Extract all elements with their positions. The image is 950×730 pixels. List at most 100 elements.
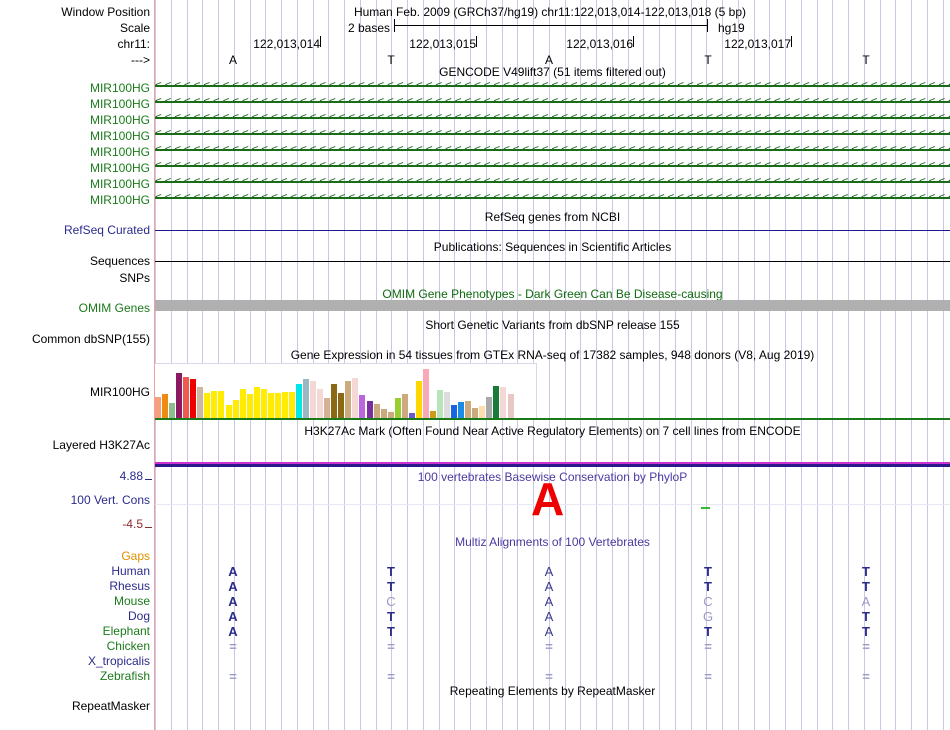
gtex-tissue-bar[interactable] bbox=[394, 398, 401, 420]
gencode-transcript-row[interactable]: <<<<<<<<<<<<<<<<<<<<<<<<<<<<<<<<<<<<<<<<… bbox=[155, 143, 950, 156]
gtex-tissue-bar[interactable] bbox=[345, 381, 352, 420]
omim-gene-band[interactable] bbox=[155, 300, 950, 311]
grid-line bbox=[628, 0, 629, 730]
gtex-tissue-bar[interactable] bbox=[465, 401, 472, 420]
multiz-species-label[interactable]: X_tropicalis bbox=[87, 654, 150, 668]
gencode-transcript-row[interactable]: <<<<<<<<<<<<<<<<<<<<<<<<<<<<<<<<<<<<<<<<… bbox=[155, 191, 950, 204]
gtex-tissue-bar[interactable] bbox=[296, 384, 302, 420]
gtex-tissue-bar[interactable] bbox=[451, 405, 458, 420]
multiz-species-label[interactable]: Rhesus bbox=[109, 579, 150, 593]
multiz-species-label[interactable]: Human bbox=[111, 564, 150, 578]
gtex-tissue-bar[interactable] bbox=[387, 412, 394, 420]
left-boundary-rule bbox=[154, 0, 155, 730]
gtex-tissue-bar[interactable] bbox=[310, 381, 317, 420]
gtex-tissue-bar[interactable] bbox=[486, 397, 493, 420]
gtex-tissue-bar[interactable] bbox=[437, 390, 443, 420]
gencode-transcript-row[interactable]: <<<<<<<<<<<<<<<<<<<<<<<<<<<<<<<<<<<<<<<<… bbox=[155, 79, 950, 92]
gtex-tissue-bar[interactable] bbox=[204, 393, 211, 420]
multiz-species-label[interactable]: Elephant bbox=[102, 624, 150, 638]
gtex-tissue-bar[interactable] bbox=[444, 392, 451, 420]
gtex-tissue-bar[interactable] bbox=[331, 384, 338, 420]
common-dbsnp-label[interactable]: Common dbSNP(155) bbox=[31, 332, 150, 346]
gencode-gene-label[interactable]: MIR100HG bbox=[89, 193, 150, 207]
gencode-gene-label[interactable]: MIR100HG bbox=[89, 97, 150, 111]
gencode-transcript-row[interactable]: <<<<<<<<<<<<<<<<<<<<<<<<<<<<<<<<<<<<<<<<… bbox=[155, 111, 950, 124]
snps-label[interactable]: SNPs bbox=[119, 271, 150, 285]
gtex-tissue-bar[interactable] bbox=[507, 394, 514, 420]
gencode-gene-label[interactable]: MIR100HG bbox=[89, 129, 150, 143]
refseq-separator bbox=[155, 230, 950, 231]
gtex-tissue-bar[interactable] bbox=[274, 393, 281, 420]
strand-arrow-icon: <<<<<<<<<<<<<<<<<<<<<<<<<<<<<<<<<<<<<<<<… bbox=[155, 79, 950, 91]
gtex-tissue-bar[interactable] bbox=[183, 377, 190, 420]
gtex-tissue-bar[interactable] bbox=[267, 393, 274, 420]
omim-genes-label[interactable]: OMIM Genes bbox=[78, 301, 150, 315]
multiz-species-label[interactable]: Mouse bbox=[113, 594, 150, 608]
refseq-curated-label[interactable]: RefSeq Curated bbox=[63, 223, 150, 237]
sequences-label[interactable]: Sequences bbox=[89, 254, 150, 268]
grid-line bbox=[738, 0, 739, 730]
gaps-label[interactable]: Gaps bbox=[121, 549, 150, 563]
gtex-tissue-bar[interactable] bbox=[422, 369, 429, 420]
gtex-tissue-bar[interactable] bbox=[239, 389, 246, 420]
scale-value: 2 bases bbox=[347, 21, 390, 35]
gtex-tissue-bar[interactable] bbox=[211, 391, 218, 420]
repeatmasker-label[interactable]: RepeatMasker bbox=[71, 699, 150, 713]
conservation-label[interactable]: 100 Vert. Cons bbox=[70, 493, 150, 507]
gtex-tissue-bar[interactable] bbox=[408, 413, 415, 420]
gencode-gene-label[interactable]: MIR100HG bbox=[89, 161, 150, 175]
gtex-tissue-bar[interactable] bbox=[190, 379, 197, 420]
multiz-species-label[interactable]: Zebrafish bbox=[99, 669, 150, 683]
gtex-tissue-bar[interactable] bbox=[415, 381, 422, 420]
gtex-tissue-bar[interactable] bbox=[246, 394, 253, 420]
multiz-base: T bbox=[387, 624, 395, 639]
gtex-tissue-bar[interactable] bbox=[373, 404, 380, 420]
layered-h3k27ac-label[interactable]: Layered H3K27Ac bbox=[52, 438, 150, 452]
gtex-tissue-bar[interactable] bbox=[458, 402, 465, 420]
gencode-gene-label[interactable]: MIR100HG bbox=[89, 113, 150, 127]
gtex-tissue-bar[interactable] bbox=[401, 394, 408, 420]
grid-line bbox=[943, 0, 944, 730]
gtex-tissue-bar[interactable] bbox=[500, 387, 507, 420]
gtex-tissue-bar[interactable] bbox=[169, 403, 176, 420]
gtex-tissue-bar[interactable] bbox=[479, 406, 486, 420]
gencode-transcript-row[interactable]: <<<<<<<<<<<<<<<<<<<<<<<<<<<<<<<<<<<<<<<<… bbox=[155, 95, 950, 108]
gtex-tissue-bar[interactable] bbox=[253, 387, 260, 420]
gtex-tissue-bar[interactable] bbox=[281, 392, 288, 420]
gtex-tissue-bar[interactable] bbox=[366, 401, 373, 420]
gtex-tissue-bar[interactable] bbox=[225, 405, 232, 420]
gencode-transcript-row[interactable]: <<<<<<<<<<<<<<<<<<<<<<<<<<<<<<<<<<<<<<<<… bbox=[155, 159, 950, 172]
gtex-expression-chart[interactable] bbox=[155, 363, 537, 420]
gtex-tissue-bar[interactable] bbox=[303, 379, 310, 420]
gtex-tissue-bar[interactable] bbox=[197, 387, 204, 420]
gencode-transcript-row[interactable]: <<<<<<<<<<<<<<<<<<<<<<<<<<<<<<<<<<<<<<<<… bbox=[155, 127, 950, 140]
multiz-species-label[interactable]: Chicken bbox=[106, 639, 150, 653]
gtex-tissue-bar[interactable] bbox=[162, 394, 169, 420]
gtex-tissue-bar[interactable] bbox=[359, 395, 366, 420]
gencode-gene-label[interactable]: MIR100HG bbox=[89, 145, 150, 159]
gencode-gene-label[interactable]: MIR100HG bbox=[89, 177, 150, 191]
gtex-tissue-bar[interactable] bbox=[338, 393, 345, 420]
gencode-gene-label[interactable]: MIR100HG bbox=[89, 81, 150, 95]
gtex-tissue-bar[interactable] bbox=[176, 373, 183, 420]
gtex-tissue-bar[interactable] bbox=[380, 409, 387, 420]
gencode-transcript-row[interactable]: <<<<<<<<<<<<<<<<<<<<<<<<<<<<<<<<<<<<<<<<… bbox=[155, 175, 950, 188]
multiz-species-label[interactable]: Dog bbox=[127, 609, 150, 623]
gtex-tissue-bar[interactable] bbox=[493, 386, 500, 420]
gtex-tissue-bar[interactable] bbox=[317, 389, 324, 420]
gtex-tissue-bar[interactable] bbox=[260, 389, 267, 420]
multiz-base: A bbox=[228, 609, 238, 624]
gtex-tissue-bar[interactable] bbox=[472, 408, 479, 420]
ruler-tick-label: 122,013,017 bbox=[724, 37, 791, 51]
gtex-tissue-bar[interactable] bbox=[232, 400, 239, 420]
gtex-tissue-bar[interactable] bbox=[324, 398, 331, 420]
gtex-gene-label[interactable]: MIR100HG bbox=[89, 385, 150, 399]
gtex-tissue-bar[interactable] bbox=[429, 411, 436, 420]
gtex-tissue-bar[interactable] bbox=[155, 397, 161, 420]
gtex-tissue-bar[interactable] bbox=[218, 391, 225, 420]
multiz-base: T bbox=[862, 624, 870, 639]
gtex-tissue-bar[interactable] bbox=[352, 378, 359, 420]
gtex-tissue-bar[interactable] bbox=[288, 392, 295, 420]
ruler-base-letter: T bbox=[387, 53, 395, 67]
